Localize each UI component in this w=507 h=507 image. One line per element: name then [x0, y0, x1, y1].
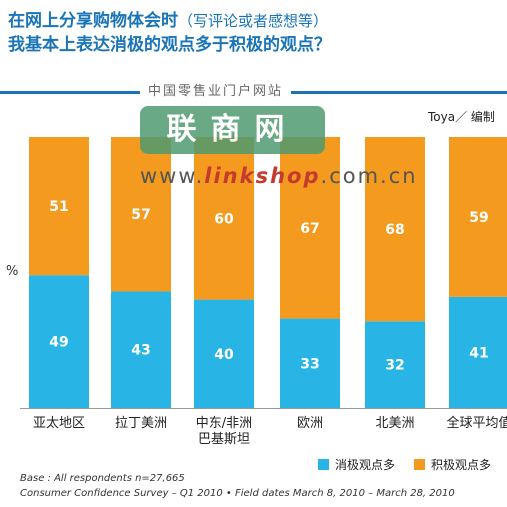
x-tick-label-3: 欧洲 — [297, 416, 323, 431]
watermark-logo: 联商网 — [140, 106, 325, 154]
bar-negative-1 — [111, 291, 171, 408]
data-label-negative-0: 49 — [49, 335, 68, 351]
data-label-negative-2: 40 — [214, 347, 234, 363]
x-tick-label-4: 北美洲 — [375, 416, 414, 431]
legend-label-negative: 消极观点多 — [335, 458, 396, 472]
chart-title-note: （写评论或者感想等） — [178, 12, 329, 30]
data-label-negative-5: 41 — [469, 345, 488, 361]
watermark-url: www.linkshop.com.cn — [140, 164, 418, 188]
header-rule: 中国零售业门户网站 — [0, 80, 507, 102]
x-tick-label-0: 亚太地区 — [33, 416, 85, 431]
data-label-negative-3: 33 — [300, 356, 319, 372]
data-label-negative-1: 43 — [131, 343, 150, 359]
legend-swatch-positive — [414, 459, 425, 470]
data-label-positive-2: 60 — [214, 211, 234, 227]
data-label-positive-5: 59 — [469, 210, 488, 226]
legend-item-negative: 消极观点多 — [318, 456, 395, 473]
data-label-positive-4: 68 — [385, 222, 404, 238]
data-label-positive-3: 67 — [300, 221, 319, 237]
credit-label: Toya／ 编制 — [428, 110, 495, 124]
bar-negative-2 — [194, 299, 254, 408]
bar-negative-0 — [29, 275, 89, 408]
footnote-survey: Consumer Confidence Survey – Q1 2010 • F… — [20, 488, 455, 499]
bar-negative-4 — [365, 321, 425, 408]
bar-negative-3 — [280, 318, 340, 408]
chart-title-line1: 在网上分享购物体会时（写评论或者感想等） — [8, 11, 329, 31]
x-tick-label-2-0: 中东/非洲 — [196, 416, 252, 431]
x-tick-label-5: 全球平均值 — [446, 415, 507, 431]
bar-positive-2 — [194, 137, 254, 300]
legend-item-positive: 积极观点多 — [414, 456, 491, 473]
footnote-base: Base : All respondents n=27,665 — [20, 473, 185, 484]
chart-title-line2: 我基本上表达消极的观点多于积极的观点？ — [8, 35, 331, 55]
bar-positive-3 — [280, 137, 340, 319]
bar-positive-0 — [29, 137, 89, 276]
watermark-tagline: 中国零售业门户网站 — [140, 80, 292, 99]
bar-positive-4 — [365, 137, 425, 322]
data-label-positive-1: 57 — [131, 207, 150, 223]
legend-label-positive: 积极观点多 — [431, 458, 492, 472]
bar-negative-5 — [449, 296, 507, 408]
x-tick-label-1: 拉丁美洲 — [115, 416, 167, 431]
y-unit-label: % — [6, 264, 19, 279]
bar-positive-5 — [449, 137, 507, 297]
legend-swatch-negative — [318, 459, 329, 470]
bar-positive-1 — [111, 137, 171, 292]
data-label-negative-4: 32 — [385, 358, 404, 374]
data-label-positive-0: 51 — [49, 199, 68, 215]
x-tick-label-2-1: 巴基斯坦 — [198, 432, 250, 447]
